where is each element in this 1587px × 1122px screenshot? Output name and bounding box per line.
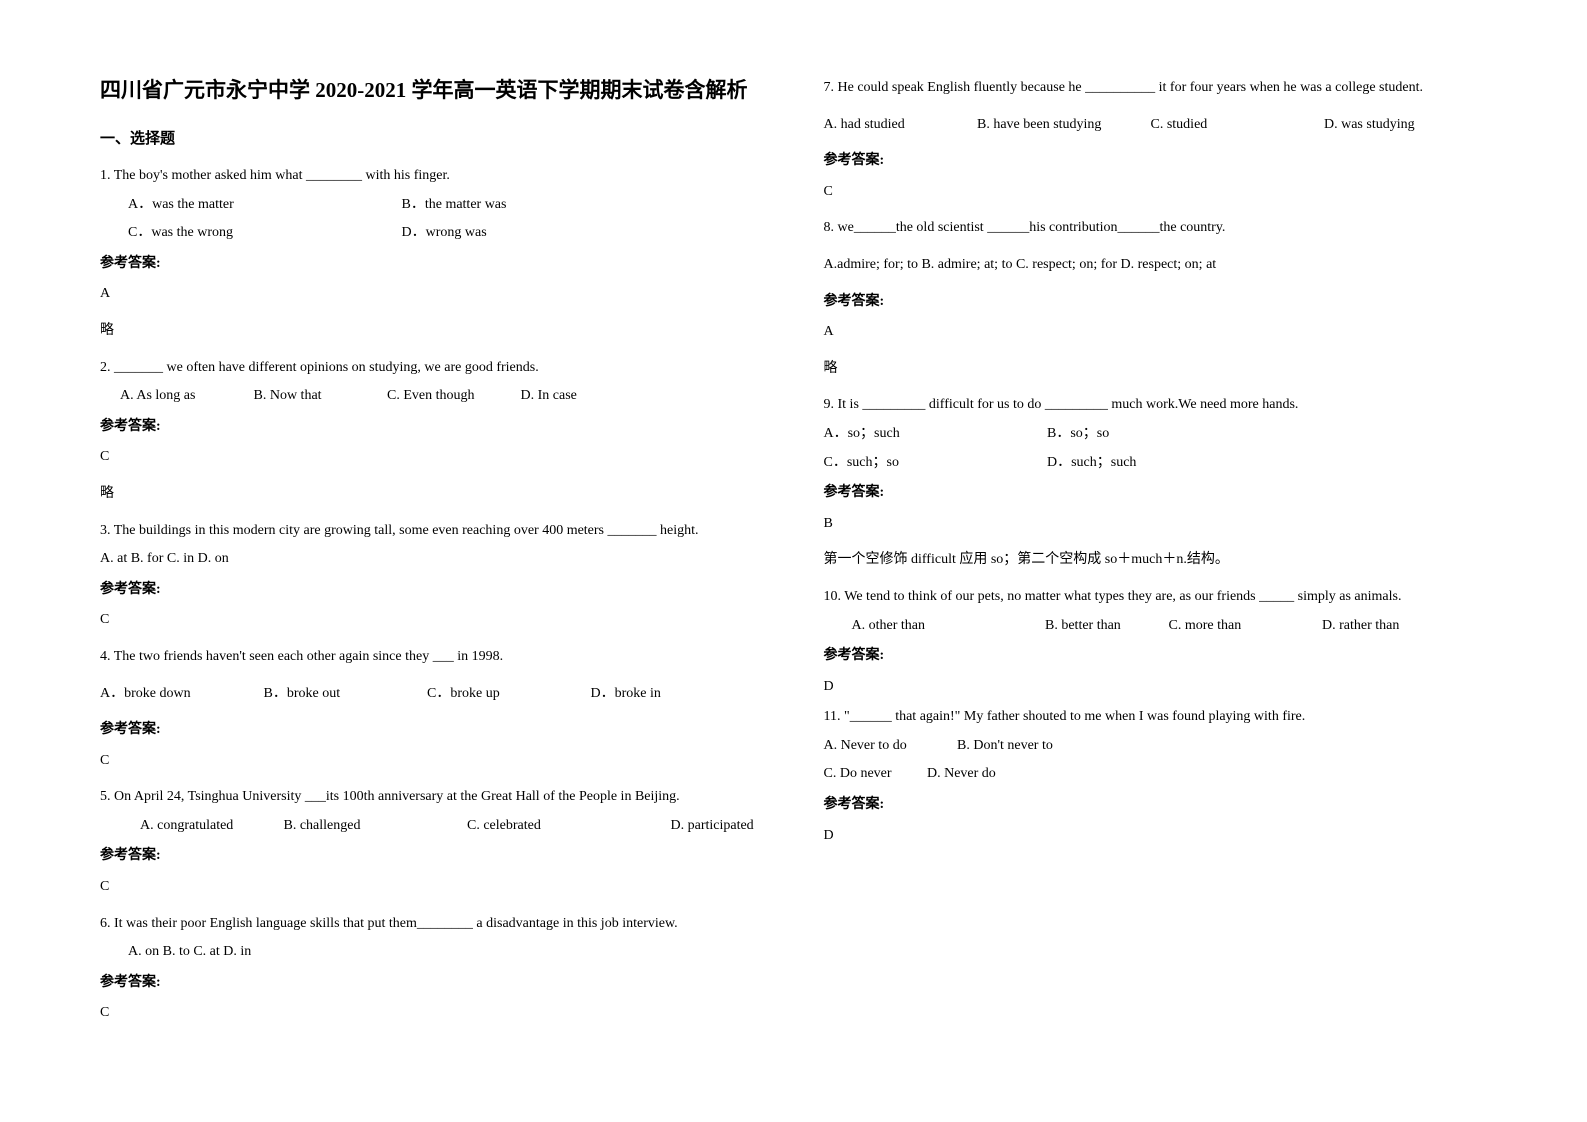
q1-answer: A: [100, 281, 764, 308]
q5-options: A. congratulated B. challenged C. celebr…: [100, 813, 764, 840]
q10-options: A. other than B. better than C. more tha…: [852, 613, 1488, 640]
question-6: 6. It was their poor English language sk…: [100, 911, 764, 938]
section-header: 一、选择题: [100, 125, 764, 154]
q1-optA: A．was the matter: [128, 192, 398, 219]
q4-optA: A．broke down: [100, 681, 260, 708]
q11-answer: D: [824, 823, 1488, 850]
q10-optC: C. more than: [1169, 613, 1319, 640]
question-7: 7. He could speak English fluently becau…: [824, 75, 1488, 102]
q9-answer: B: [824, 511, 1488, 538]
q9-options-row2: C．such；so D．such；such: [824, 450, 1488, 477]
q1-options-row1: A．was the matter B．the matter was: [128, 192, 764, 219]
q9-options-row1: A．so；such B．so；so: [824, 421, 1488, 448]
question-10: 10. We tend to think of our pets, no mat…: [824, 584, 1488, 611]
q7-optD: D. was studying: [1324, 117, 1415, 132]
q8-answer-label: 参考答案:: [824, 289, 1488, 316]
q5-optC: C. celebrated: [467, 813, 667, 840]
q9-optB: B．so；so: [1047, 426, 1109, 441]
q7-optA: A. had studied: [824, 112, 974, 139]
q11-options-row2: C. Do never D. Never do: [824, 761, 1488, 788]
q11-optD: D. Never do: [927, 766, 996, 781]
q4-optD: D．broke in: [591, 686, 661, 701]
q5-answer: C: [100, 874, 764, 901]
q6-answer: C: [100, 1000, 764, 1027]
q9-optC: C．such；so: [824, 450, 1044, 477]
q4-options: A．broke down B．broke out C．broke up D．br…: [100, 681, 764, 708]
q6-answer-label: 参考答案:: [100, 970, 764, 997]
question-3: 3. The buildings in this modern city are…: [100, 518, 764, 545]
q3-answer-label: 参考答案:: [100, 577, 764, 604]
question-2: 2. _______ we often have different opini…: [100, 355, 764, 382]
q11-optA: A. Never to do: [824, 733, 954, 760]
q9-optA: A．so；such: [824, 421, 1044, 448]
q2-answer: C: [100, 444, 764, 471]
q10-answer: D: [824, 674, 1488, 701]
question-8: 8. we______the old scientist ______his c…: [824, 215, 1488, 242]
q7-answer: C: [824, 179, 1488, 206]
q10-optD: D. rather than: [1322, 618, 1399, 633]
q8-note: 略: [824, 356, 1488, 383]
q5-answer-label: 参考答案:: [100, 843, 764, 870]
q10-answer-label: 参考答案:: [824, 643, 1488, 670]
q7-answer-label: 参考答案:: [824, 148, 1488, 175]
q8-options: A.admire; for; to B. admire; at; to C. r…: [824, 252, 1488, 279]
question-4: 4. The two friends haven't seen each oth…: [100, 644, 764, 671]
question-11: 11. "______ that again!" My father shout…: [824, 704, 1488, 731]
q3-answer: C: [100, 607, 764, 634]
q9-note: 第一个空修饰 difficult 应用 so；第二个空构成 so＋much＋n.…: [824, 547, 1488, 574]
q1-answer-label: 参考答案:: [100, 251, 764, 278]
q11-optB: B. Don't never to: [957, 738, 1053, 753]
question-5: 5. On April 24, Tsinghua University ___i…: [100, 784, 764, 811]
q10-optA: A. other than: [852, 613, 1042, 640]
q4-optB: B．broke out: [264, 681, 424, 708]
q1-optC: C．was the wrong: [128, 220, 398, 247]
q5-optB: B. challenged: [284, 813, 464, 840]
q4-answer: C: [100, 748, 764, 775]
q6-options: A. on B. to C. at D. in: [128, 939, 764, 966]
exam-title: 四川省广元市永宁中学 2020-2021 学年高一英语下学期期末试卷含解析: [100, 75, 764, 107]
q2-optC: C. Even though: [387, 383, 517, 410]
q2-options: A. As long as B. Now that C. Even though…: [120, 383, 764, 410]
q9-optD: D．such；such: [1047, 455, 1136, 470]
q5-optD: D. participated: [671, 818, 754, 833]
q5-optA: A. congratulated: [140, 813, 280, 840]
q4-answer-label: 参考答案:: [100, 717, 764, 744]
q1-options-row2: C．was the wrong D．wrong was: [128, 220, 764, 247]
q2-optA: A. As long as: [120, 383, 250, 410]
q10-optB: B. better than: [1045, 613, 1165, 640]
q1-optB: B．the matter was: [402, 197, 507, 212]
q1-note: 略: [100, 318, 764, 345]
question-9: 9. It is _________ difficult for us to d…: [824, 392, 1488, 419]
question-1: 1. The boy's mother asked him what _____…: [100, 163, 764, 190]
q11-answer-label: 参考答案:: [824, 792, 1488, 819]
q2-optB: B. Now that: [254, 383, 384, 410]
q7-optB: B. have been studying: [977, 112, 1147, 139]
q11-options-row1: A. Never to do B. Don't never to: [824, 733, 1488, 760]
q11-optC: C. Do never: [824, 761, 924, 788]
q8-answer: A: [824, 319, 1488, 346]
q4-optC: C．broke up: [427, 681, 587, 708]
q7-optC: C. studied: [1151, 112, 1321, 139]
q3-options: A. at B. for C. in D. on: [100, 546, 764, 573]
q2-optD: D. In case: [521, 388, 577, 403]
q2-note: 略: [100, 481, 764, 508]
q9-answer-label: 参考答案:: [824, 480, 1488, 507]
q1-optD: D．wrong was: [402, 225, 487, 240]
q7-options: A. had studied B. have been studying C. …: [824, 112, 1488, 139]
q2-answer-label: 参考答案:: [100, 414, 764, 441]
